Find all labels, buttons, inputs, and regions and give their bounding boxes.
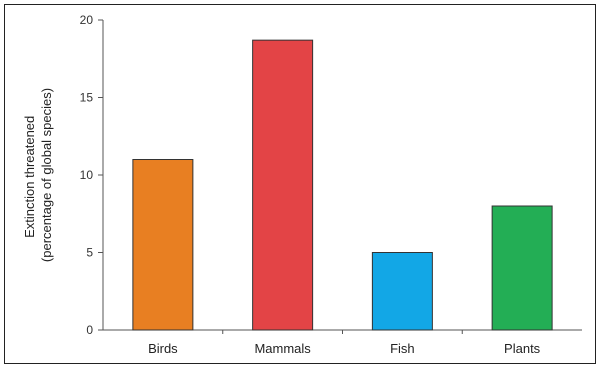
y-tick-label: 5 xyxy=(86,246,93,260)
y-axis-title-line-2: (percentage of global species) xyxy=(39,88,54,262)
bar-mammals xyxy=(252,39,314,331)
bar-fish xyxy=(371,252,433,331)
y-tick-label: 10 xyxy=(80,168,94,182)
y-tick-label: 15 xyxy=(80,91,94,105)
x-tick-label-fish: Fish xyxy=(390,341,415,356)
y-tick-label: 20 xyxy=(80,13,94,27)
x-tick-label-plants: Plants xyxy=(504,341,541,356)
bar-plants xyxy=(491,205,553,331)
bars xyxy=(132,39,553,331)
x-tick-label-mammals: Mammals xyxy=(254,341,311,356)
x-ticks xyxy=(222,330,463,334)
y-ticks: 0 5 10 15 20 xyxy=(80,13,103,337)
bar-birds xyxy=(132,159,194,331)
y-tick-label: 0 xyxy=(86,323,93,337)
y-axis-title: Extinction threatened (percentage of glo… xyxy=(22,88,54,262)
category-labels: Birds Mammals Fish Plants xyxy=(148,341,541,356)
y-axis-title-line-1: Extinction threatened xyxy=(22,116,37,238)
x-tick-label-birds: Birds xyxy=(148,341,178,356)
